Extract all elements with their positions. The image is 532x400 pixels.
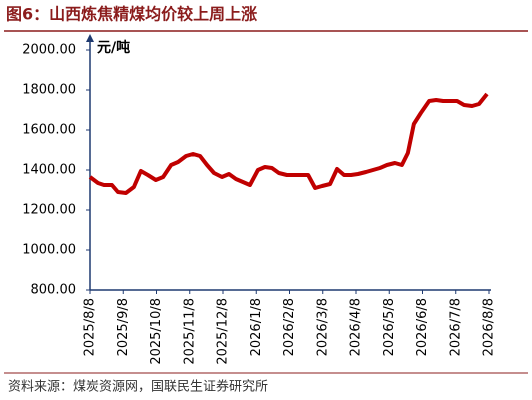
- x-tick-label: 2025/10/8: [149, 298, 164, 365]
- x-tick-label: 2025/9/8: [116, 298, 131, 356]
- unit-label: 元/吨: [97, 39, 130, 56]
- y-tick-label: 2000.00: [22, 43, 76, 58]
- y-axis-arrow: [86, 34, 94, 42]
- y-tick-label: 800.00: [31, 283, 77, 298]
- x-tick-label: 2026/2/8: [282, 298, 297, 356]
- y-tick-label: 1400.00: [22, 163, 76, 178]
- source-note: 资料来源：煤炭资源网，国联民生证券研究所: [8, 379, 268, 395]
- x-tick-label: 2026/1/8: [249, 298, 264, 356]
- y-tick-label: 1200.00: [22, 203, 76, 218]
- x-tick-label: 2025/11/8: [182, 298, 197, 365]
- x-tick-label: 2026/4/8: [349, 298, 364, 356]
- chart-title: 图6：山西炼焦精煤均价较上周上涨: [6, 5, 257, 24]
- y-tick-label: 1600.00: [22, 123, 76, 138]
- x-tick-label: 2025/8/8: [83, 298, 98, 356]
- x-tick-label: 2025/12/8: [216, 298, 231, 365]
- x-tick-label: 2026/5/8: [382, 298, 397, 356]
- x-tick-label: 2026/7/8: [448, 298, 463, 356]
- y-tick-label: 1800.00: [22, 83, 76, 98]
- x-tick-label: 2026/3/8: [315, 298, 330, 356]
- y-tick-label: 1000.00: [22, 243, 76, 258]
- x-tick-label: 2026/8/8: [482, 298, 497, 356]
- x-tick-label: 2026/6/8: [415, 298, 430, 356]
- price-line: [88, 92, 489, 195]
